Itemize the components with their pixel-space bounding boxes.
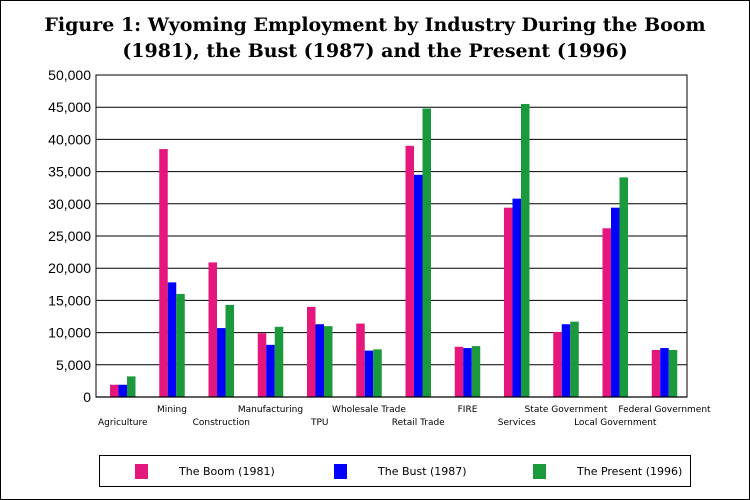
bar — [619, 177, 628, 397]
legend-swatch-present — [533, 463, 546, 479]
bar — [217, 328, 226, 397]
x-tick-label: Retail Trade — [392, 418, 445, 428]
bar — [405, 145, 414, 397]
x-tick-label: Mining — [157, 405, 187, 415]
y-tick-label: 40,000 — [48, 131, 91, 147]
legend-item-bust: The Bust (1987) — [334, 456, 467, 486]
legend-item-boom: The Boom (1981) — [135, 456, 275, 486]
bar — [602, 228, 611, 397]
bar — [176, 293, 185, 397]
bar — [167, 282, 177, 397]
bar — [651, 349, 661, 397]
y-tick-label: 20,000 — [48, 260, 91, 276]
x-tick-label: Manufacturing — [238, 405, 303, 415]
chart-title: Figure 1: Wyoming Employment by Industry… — [0, 12, 750, 64]
bar — [118, 384, 127, 397]
bar — [315, 324, 324, 397]
bar — [454, 346, 464, 397]
bar — [356, 323, 365, 397]
legend-swatch-boom — [135, 463, 148, 479]
legend-label-bust: The Bust (1987) — [378, 464, 467, 478]
x-tick-label: Services — [498, 418, 536, 428]
x-tick-label: Construction — [193, 418, 250, 428]
bar — [414, 174, 423, 397]
legend-item-present: The Present (1996) — [533, 456, 682, 486]
bar — [471, 346, 481, 397]
bar — [110, 384, 119, 397]
bar — [512, 198, 521, 397]
x-tick-label: Wholesale Trade — [332, 405, 406, 415]
y-tick-label: 15,000 — [48, 292, 91, 308]
x-tick-label: Local Government — [574, 418, 657, 428]
bar — [660, 348, 669, 397]
bar — [274, 326, 284, 397]
bar — [521, 103, 530, 397]
y-tick-label: 25,000 — [48, 228, 91, 244]
chart-title-line-2: (1981), the Bust (1987) and the Present … — [122, 40, 628, 62]
bar — [668, 349, 678, 397]
y-tick-label: 35,000 — [48, 164, 91, 180]
chart-title-line-1: Figure 1: Wyoming Employment by Industry… — [44, 14, 706, 36]
bar — [463, 348, 472, 397]
y-tick-label: 45,000 — [48, 99, 91, 115]
bar — [422, 108, 431, 397]
bar — [504, 207, 513, 397]
bar — [266, 344, 275, 397]
x-tick-label: Federal Government — [618, 405, 711, 415]
bar — [364, 350, 374, 397]
bar-chart: 0 5,000 10,000 15,000 20,000 25,000 30,000 35,0… — [48, 67, 711, 428]
legend-label-boom: The Boom (1981) — [179, 464, 275, 478]
bar — [324, 326, 333, 397]
y-tick-label: 5,000 — [56, 357, 91, 373]
bar — [373, 349, 382, 397]
legend-swatch-bust — [334, 463, 347, 479]
y-tick-label: 50,000 — [48, 67, 91, 83]
bar — [553, 331, 562, 397]
x-tick-label: Agriculture — [98, 418, 148, 428]
bar — [208, 262, 217, 397]
x-tick-label: State Government — [525, 405, 608, 415]
bar — [127, 376, 136, 397]
legend: The Boom (1981) The Bust (1987) The Pres… — [99, 455, 691, 487]
legend-label-present: The Present (1996) — [577, 464, 683, 478]
y-tick-label: 30,000 — [48, 196, 91, 212]
bar — [225, 304, 234, 397]
bar — [611, 207, 620, 397]
y-tick-label: 10,000 — [48, 325, 91, 341]
x-tick-label: FIRE — [458, 405, 478, 415]
x-tick-label: TPU — [310, 418, 329, 428]
bar — [570, 321, 579, 397]
bar — [561, 324, 571, 397]
bar — [159, 149, 168, 397]
bar — [257, 333, 267, 397]
y-tick-label: 0 — [83, 389, 91, 405]
bar — [307, 306, 316, 397]
